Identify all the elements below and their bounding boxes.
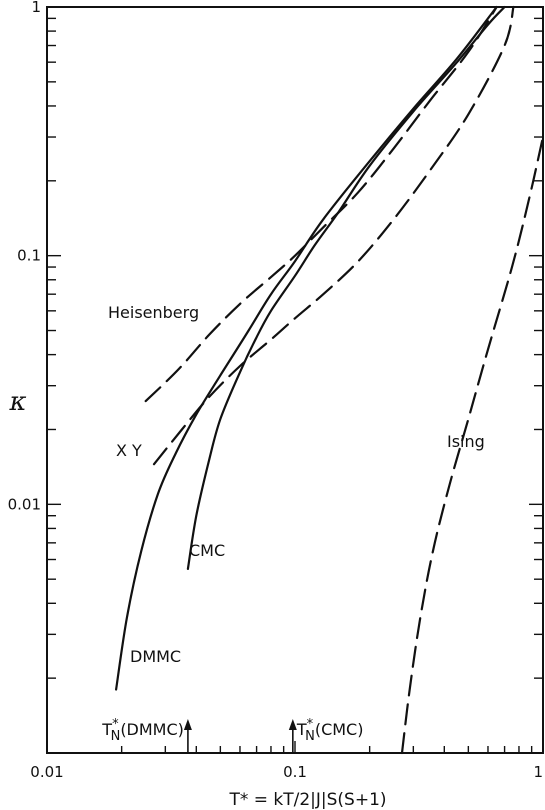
x-tick-label: 1 — [533, 763, 543, 781]
x-axis-label: T* = kT/2|J|S(S+1) — [228, 790, 386, 810]
x-axis-ticks: 0.01 0.1 1 — [30, 741, 543, 781]
marker-label: T* N(DMMC) — [101, 717, 184, 744]
plot-frame — [46, 6, 544, 754]
marker-arrowhead — [288, 719, 297, 730]
curve-dmmc — [115, 5, 498, 691]
y-tick-label: 0.1 — [17, 247, 41, 265]
curve-heisenberg — [144, 5, 498, 403]
curve-cmc — [186, 5, 506, 570]
curve-label-ising: Ising — [447, 432, 485, 451]
curve-label-dmmc: DMMC — [130, 647, 181, 666]
curve-label-cmc: CMC — [189, 541, 225, 560]
curve-labels: Heisenberg X Y CMC DMMC Ising — [108, 303, 485, 666]
curve-xy — [152, 5, 515, 466]
curve-ising — [400, 135, 545, 755]
curve-label-xy: X Y — [116, 441, 142, 460]
y-axis-label: κ — [8, 387, 26, 417]
marker-label: T* N(CMC) — [296, 717, 364, 744]
y-axis-ticks: 0.01 0.1 1 — [8, 0, 543, 754]
y-tick-label: 0.01 — [8, 495, 41, 513]
marker-arrowhead — [183, 719, 192, 730]
curve-label-heisenberg: Heisenberg — [108, 303, 199, 322]
y-tick-label: 1 — [31, 0, 41, 16]
x-tick-label: 0.01 — [30, 763, 63, 781]
x-tick-label: 0.1 — [283, 763, 307, 781]
curves — [115, 5, 545, 755]
markers: T* N(DMMC) T* N(CMC) — [101, 717, 363, 753]
